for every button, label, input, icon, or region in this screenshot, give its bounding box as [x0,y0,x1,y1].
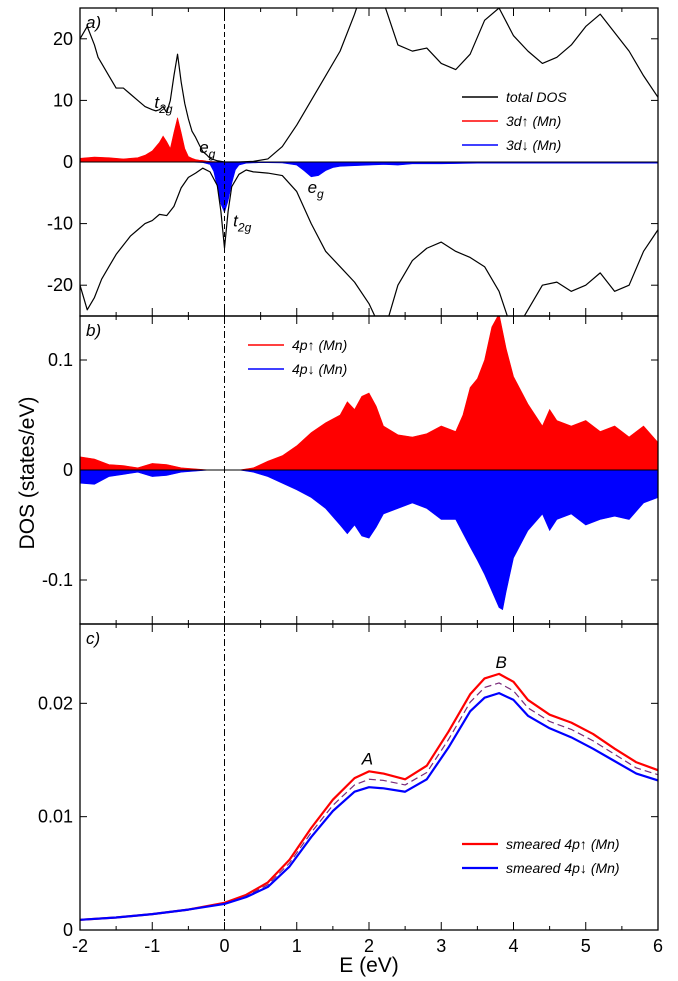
panel-label-a: a) [86,13,101,32]
area-b-1 [80,469,658,611]
frame-layer [79,7,659,931]
legend-label-a-1: 3d↑ (Mn) [506,113,561,129]
xtick-label-5: 3 [436,936,446,956]
t2g-up-label: t2g [154,93,172,116]
xtick-label-0: -2 [72,936,88,956]
peak-b-label: B [495,653,506,672]
legend-label-b-0: 4p↑ (Mn) [292,337,347,353]
line-c-2 [80,692,658,921]
ytick-label-a-4: 20 [53,29,73,49]
legend-label-a-0: total DOS [506,89,567,105]
ytick-label-a-3: 10 [53,90,73,110]
fill-layer [80,117,658,611]
xtick-label-8: 6 [653,936,663,956]
legend-label-b-1: 4p↓ (Mn) [292,361,347,377]
y-axis-title: DOS (states/eV) [16,397,39,550]
xtick-label-2: 0 [219,936,229,956]
ytick-label-b-1: 0 [63,460,73,480]
t2g-down-label: t2g [233,212,251,235]
xtick-label-6: 4 [508,936,518,956]
xtick-label-4: 2 [364,936,374,956]
area-a-1 [80,161,658,214]
ytick-label-c-1: 0.01 [38,807,73,827]
legend-label-a-2: 3d↓ (Mn) [506,137,561,153]
panel-label-c: c) [86,629,100,648]
eg-up-label: eg [199,138,215,161]
x-axis-title: E (eV) [339,954,399,977]
panel-frame-c [79,623,659,931]
ytick-label-b-2: 0.1 [48,350,73,370]
line-c-0 [80,672,658,921]
panel-label-b: b) [86,321,101,340]
area-b-0 [80,316,658,471]
ytick-label-c-0: 0 [63,920,73,940]
eg-down-label: eg [308,178,324,201]
ytick-label-a-2: 0 [63,152,73,172]
ytick-label-c-2: 0.02 [38,693,73,713]
line-a-1 [80,167,658,316]
ytick-label-b-0: -0.1 [42,570,73,590]
legend-label-c-1: smeared 4p↓ (Mn) [506,860,620,876]
legend-label-c-0: smeared 4p↑ (Mn) [506,836,620,852]
xtick-label-1: -1 [144,936,160,956]
area-a-0 [80,117,658,163]
line-a-0 [80,8,658,163]
ytick-label-a-0: -20 [47,275,73,295]
ytick-label-a-1: -10 [47,214,73,234]
xtick-label-3: 1 [292,936,302,956]
xtick-label-7: 5 [581,936,591,956]
line-c-1 [80,682,658,921]
line-layer [80,8,658,930]
peak-a-label: A [361,750,373,769]
